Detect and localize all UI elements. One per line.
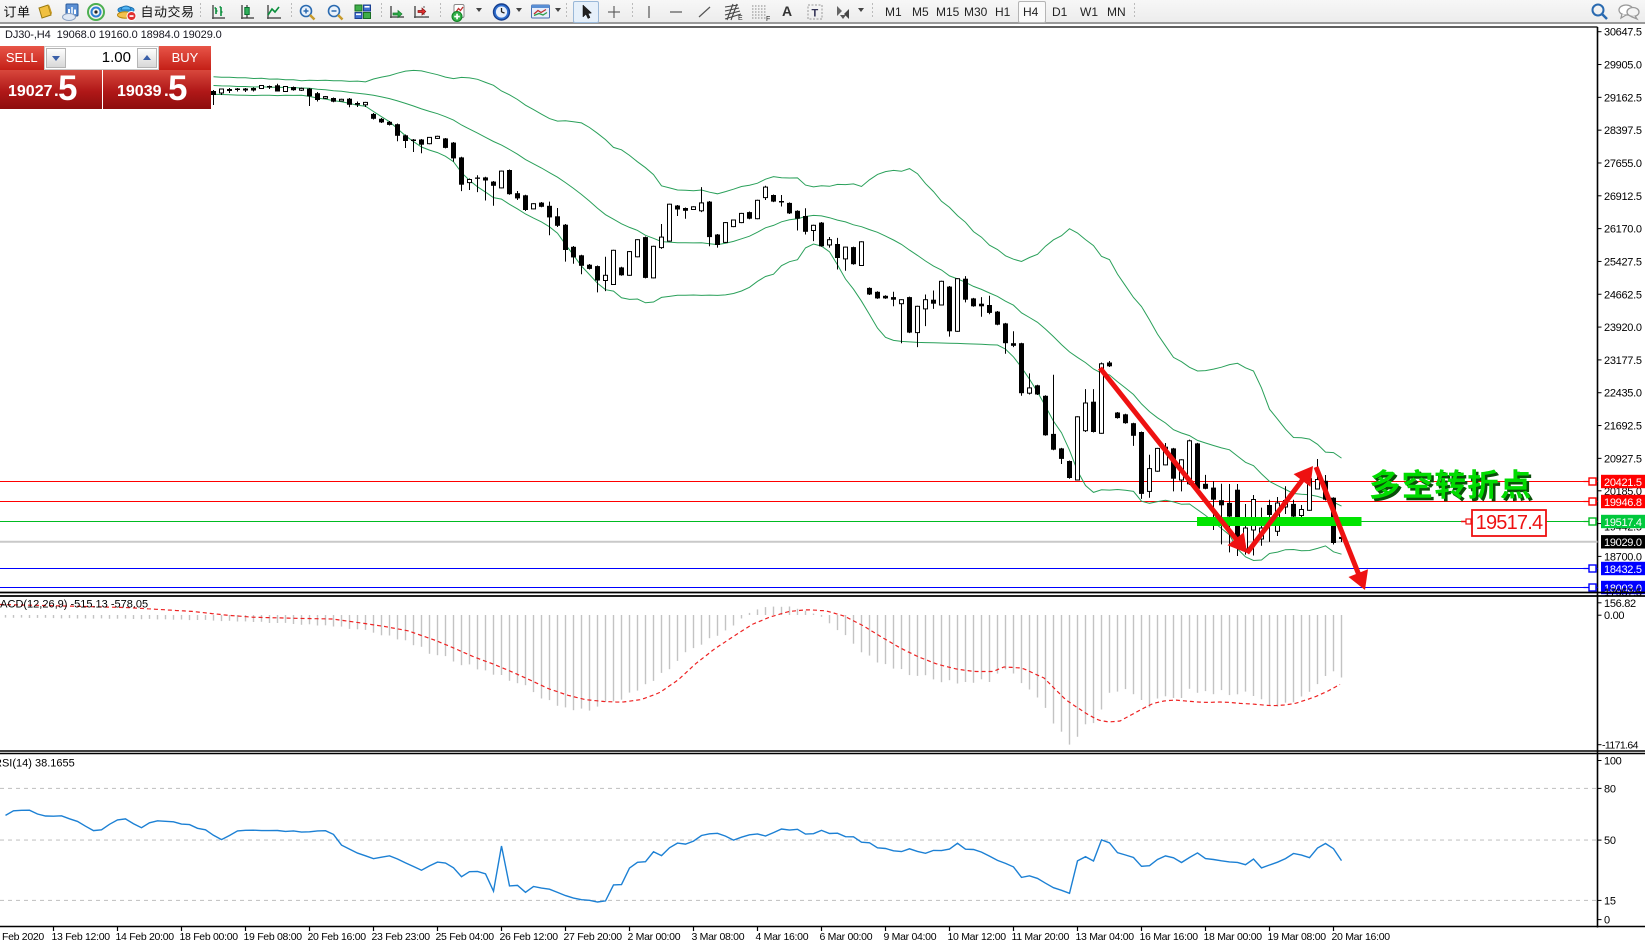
- svg-text:25 Feb 04:00: 25 Feb 04:00: [436, 931, 495, 943]
- svg-text:18 Feb 00:00: 18 Feb 00:00: [180, 931, 239, 943]
- svg-text:19 Feb 08:00: 19 Feb 08:00: [244, 931, 303, 943]
- svg-text:13 Feb 12:00: 13 Feb 12:00: [52, 931, 111, 943]
- svg-text:0.00: 0.00: [1604, 610, 1624, 622]
- svg-text:29905.0: 29905.0: [1604, 60, 1642, 72]
- svg-text:16 Mar 16:00: 16 Mar 16:00: [1140, 931, 1199, 943]
- svg-text:13 Mar 04:00: 13 Mar 04:00: [1076, 931, 1135, 943]
- svg-text:18432.5: 18432.5: [1604, 564, 1642, 576]
- svg-text:26170.0: 26170.0: [1604, 224, 1642, 236]
- svg-text:29162.5: 29162.5: [1604, 92, 1642, 104]
- svg-text:19517.4: 19517.4: [1604, 517, 1642, 529]
- svg-text:19029.0: 19029.0: [1604, 537, 1642, 549]
- svg-text:F: F: [766, 16, 770, 22]
- svg-text:20927.5: 20927.5: [1604, 453, 1642, 465]
- svg-text:20 Mar 16:00: 20 Mar 16:00: [1332, 931, 1391, 943]
- svg-text:23 Feb 23:00: 23 Feb 23:00: [372, 931, 431, 943]
- svg-text:50: 50: [1604, 835, 1616, 847]
- svg-text:27655.0: 27655.0: [1604, 158, 1642, 170]
- svg-text:30647.5: 30647.5: [1604, 27, 1642, 39]
- svg-text:22435.0: 22435.0: [1604, 388, 1642, 400]
- svg-text:T: T: [812, 8, 819, 20]
- svg-text:21692.5: 21692.5: [1604, 421, 1642, 433]
- svg-text:9 Mar 04:00: 9 Mar 04:00: [884, 931, 937, 943]
- svg-text:11 Mar 20:00: 11 Mar 20:00: [1012, 931, 1070, 943]
- svg-text:14 Feb 20:00: 14 Feb 20:00: [116, 931, 175, 943]
- svg-text:25427.5: 25427.5: [1604, 256, 1642, 268]
- svg-text:26 Feb 12:00: 26 Feb 12:00: [500, 931, 559, 943]
- svg-text:2 Mar 00:00: 2 Mar 00:00: [628, 931, 681, 943]
- svg-text:0: 0: [1604, 915, 1610, 927]
- svg-text:20421.5: 20421.5: [1604, 477, 1642, 489]
- svg-text:19517.4: 19517.4: [1476, 512, 1543, 534]
- svg-text:19946.8: 19946.8: [1604, 497, 1642, 509]
- svg-text:156.82: 156.82: [1604, 598, 1636, 610]
- svg-text:18700.0: 18700.0: [1604, 551, 1642, 563]
- svg-text:3 Mar 08:00: 3 Mar 08:00: [692, 931, 745, 943]
- svg-text:Feb 2020: Feb 2020: [2, 931, 44, 943]
- svg-text:10 Mar 12:00: 10 Mar 12:00: [948, 931, 1007, 943]
- svg-text:18 Mar 00:00: 18 Mar 00:00: [1204, 931, 1263, 943]
- svg-text:6 Mar 00:00: 6 Mar 00:00: [820, 931, 873, 943]
- svg-text:23177.5: 23177.5: [1604, 355, 1642, 367]
- svg-text:4 Mar 16:00: 4 Mar 16:00: [756, 931, 809, 943]
- svg-text:24662.5: 24662.5: [1604, 289, 1642, 301]
- svg-text:26912.5: 26912.5: [1604, 191, 1642, 203]
- svg-text:80: 80: [1604, 783, 1616, 795]
- svg-text:MACD(12,26,9) -515.13 -578.05: MACD(12,26,9) -515.13 -578.05: [0, 599, 148, 611]
- svg-text:23920.0: 23920.0: [1604, 322, 1642, 334]
- svg-text:100: 100: [1604, 756, 1622, 768]
- svg-text:E: E: [738, 15, 743, 22]
- svg-text:28397.5: 28397.5: [1604, 125, 1642, 137]
- svg-text:RSI(14) 38.1655: RSI(14) 38.1655: [0, 758, 75, 770]
- svg-text:-1171.64: -1171.64: [1602, 740, 1639, 752]
- svg-text:15: 15: [1604, 895, 1616, 907]
- svg-text:20 Feb 16:00: 20 Feb 16:00: [308, 931, 367, 943]
- svg-text:27 Feb 20:00: 27 Feb 20:00: [564, 931, 623, 943]
- svg-text:19 Mar 08:00: 19 Mar 08:00: [1268, 931, 1327, 943]
